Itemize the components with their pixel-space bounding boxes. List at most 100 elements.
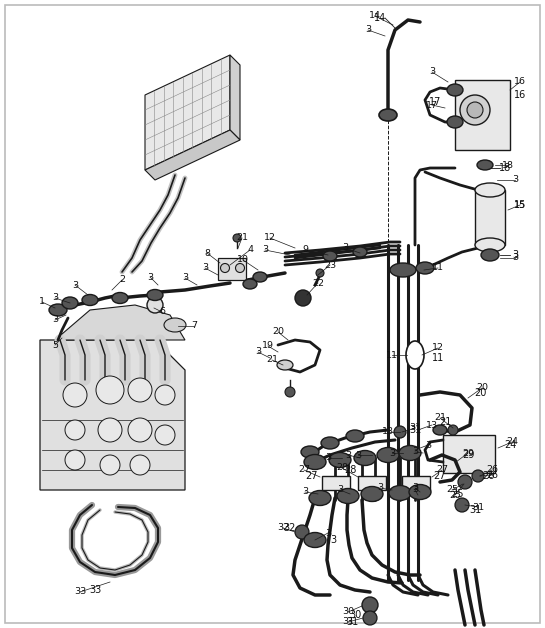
Text: 31: 31 [346,617,358,627]
Circle shape [96,376,124,404]
Ellipse shape [304,455,326,470]
Ellipse shape [235,264,245,273]
Circle shape [285,387,295,397]
Text: 26: 26 [486,465,498,475]
Ellipse shape [301,446,319,458]
Text: 20: 20 [476,384,488,392]
Ellipse shape [337,489,359,504]
Text: 11: 11 [386,350,398,359]
Text: 3: 3 [337,485,343,494]
Text: 3: 3 [429,67,435,77]
Text: 3: 3 [512,250,518,260]
Text: 3: 3 [412,484,418,492]
Text: 28: 28 [344,465,356,475]
Text: 26: 26 [482,471,494,481]
Ellipse shape [112,293,128,303]
Text: 11: 11 [432,264,444,273]
Text: 3: 3 [302,487,308,497]
Text: 3: 3 [345,450,351,460]
Text: 1: 1 [39,298,45,306]
Circle shape [455,498,469,512]
Ellipse shape [475,183,505,197]
Text: 27: 27 [436,465,448,475]
Circle shape [65,450,85,470]
Text: 23: 23 [324,261,336,269]
Text: 3: 3 [355,450,361,460]
Bar [455,80,510,150]
Circle shape [467,102,483,118]
Text: 3: 3 [342,244,348,252]
Text: 30: 30 [342,607,354,617]
Ellipse shape [353,247,367,257]
Text: 32: 32 [284,523,296,533]
Text: 11: 11 [432,353,444,363]
Text: 31: 31 [472,502,484,511]
Text: 13: 13 [382,428,394,436]
Text: 27: 27 [434,471,446,481]
Text: 31: 31 [409,425,421,435]
Circle shape [472,470,484,482]
Ellipse shape [309,490,331,506]
Text: 18: 18 [499,163,511,173]
Ellipse shape [221,264,229,273]
Circle shape [155,385,175,405]
Circle shape [147,297,163,313]
Text: 3: 3 [52,315,58,325]
Circle shape [363,611,377,625]
Text: 29: 29 [462,448,474,458]
Ellipse shape [304,533,326,548]
Bar [402,476,430,490]
Text: 32: 32 [277,524,289,533]
Ellipse shape [82,295,98,305]
Circle shape [65,420,85,440]
Ellipse shape [62,297,78,309]
Text: 2: 2 [119,276,125,284]
Text: 33: 33 [89,585,101,595]
Text: 29: 29 [462,450,474,460]
Ellipse shape [481,249,499,261]
Text: 4: 4 [247,246,253,254]
Ellipse shape [329,453,351,467]
Text: 17: 17 [426,100,438,109]
Ellipse shape [377,448,399,462]
Bar [358,476,386,490]
Bar [443,435,495,473]
Circle shape [63,383,87,407]
Circle shape [460,95,490,125]
Text: 16: 16 [514,90,526,100]
Ellipse shape [323,251,337,261]
Text: 3: 3 [255,347,261,357]
Circle shape [130,455,150,475]
Text: 27: 27 [298,465,310,475]
Bar [475,190,505,245]
Text: 17: 17 [429,97,441,107]
Text: 26: 26 [486,470,498,480]
Text: 7: 7 [191,322,197,330]
Text: 3: 3 [147,273,153,281]
Circle shape [155,425,175,445]
Circle shape [128,378,152,402]
Text: 31: 31 [342,617,354,627]
Text: 21: 21 [434,413,446,423]
Ellipse shape [389,485,411,501]
Ellipse shape [361,487,383,502]
Polygon shape [40,340,185,490]
Text: 30: 30 [349,610,361,620]
Text: 3: 3 [325,529,331,538]
Ellipse shape [433,425,447,435]
Text: 24: 24 [504,440,516,450]
Text: 22: 22 [312,278,324,288]
Circle shape [448,425,458,435]
Text: 25: 25 [452,489,464,499]
Circle shape [295,525,309,539]
Polygon shape [55,305,185,340]
Circle shape [100,455,120,475]
Text: 5: 5 [52,340,58,350]
Text: 10: 10 [237,256,249,264]
Bar [218,258,246,280]
Circle shape [458,475,472,489]
Polygon shape [230,55,240,140]
Text: 3: 3 [365,26,371,35]
Text: 15: 15 [514,200,526,210]
Ellipse shape [243,279,257,289]
